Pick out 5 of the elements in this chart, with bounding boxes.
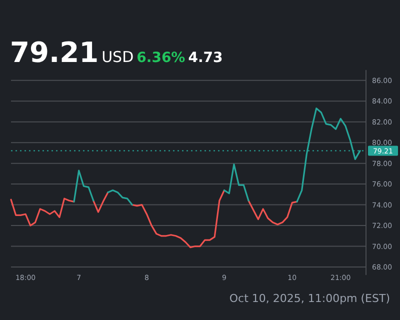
text: Oct 10, 2025, 11:00pm (EST) xyxy=(229,292,390,305)
chart-subtitle: USD xyxy=(102,48,134,66)
text: 6.36% xyxy=(136,50,186,66)
text: 4.73 xyxy=(188,50,223,66)
chart-title: 79.21 xyxy=(10,36,99,69)
